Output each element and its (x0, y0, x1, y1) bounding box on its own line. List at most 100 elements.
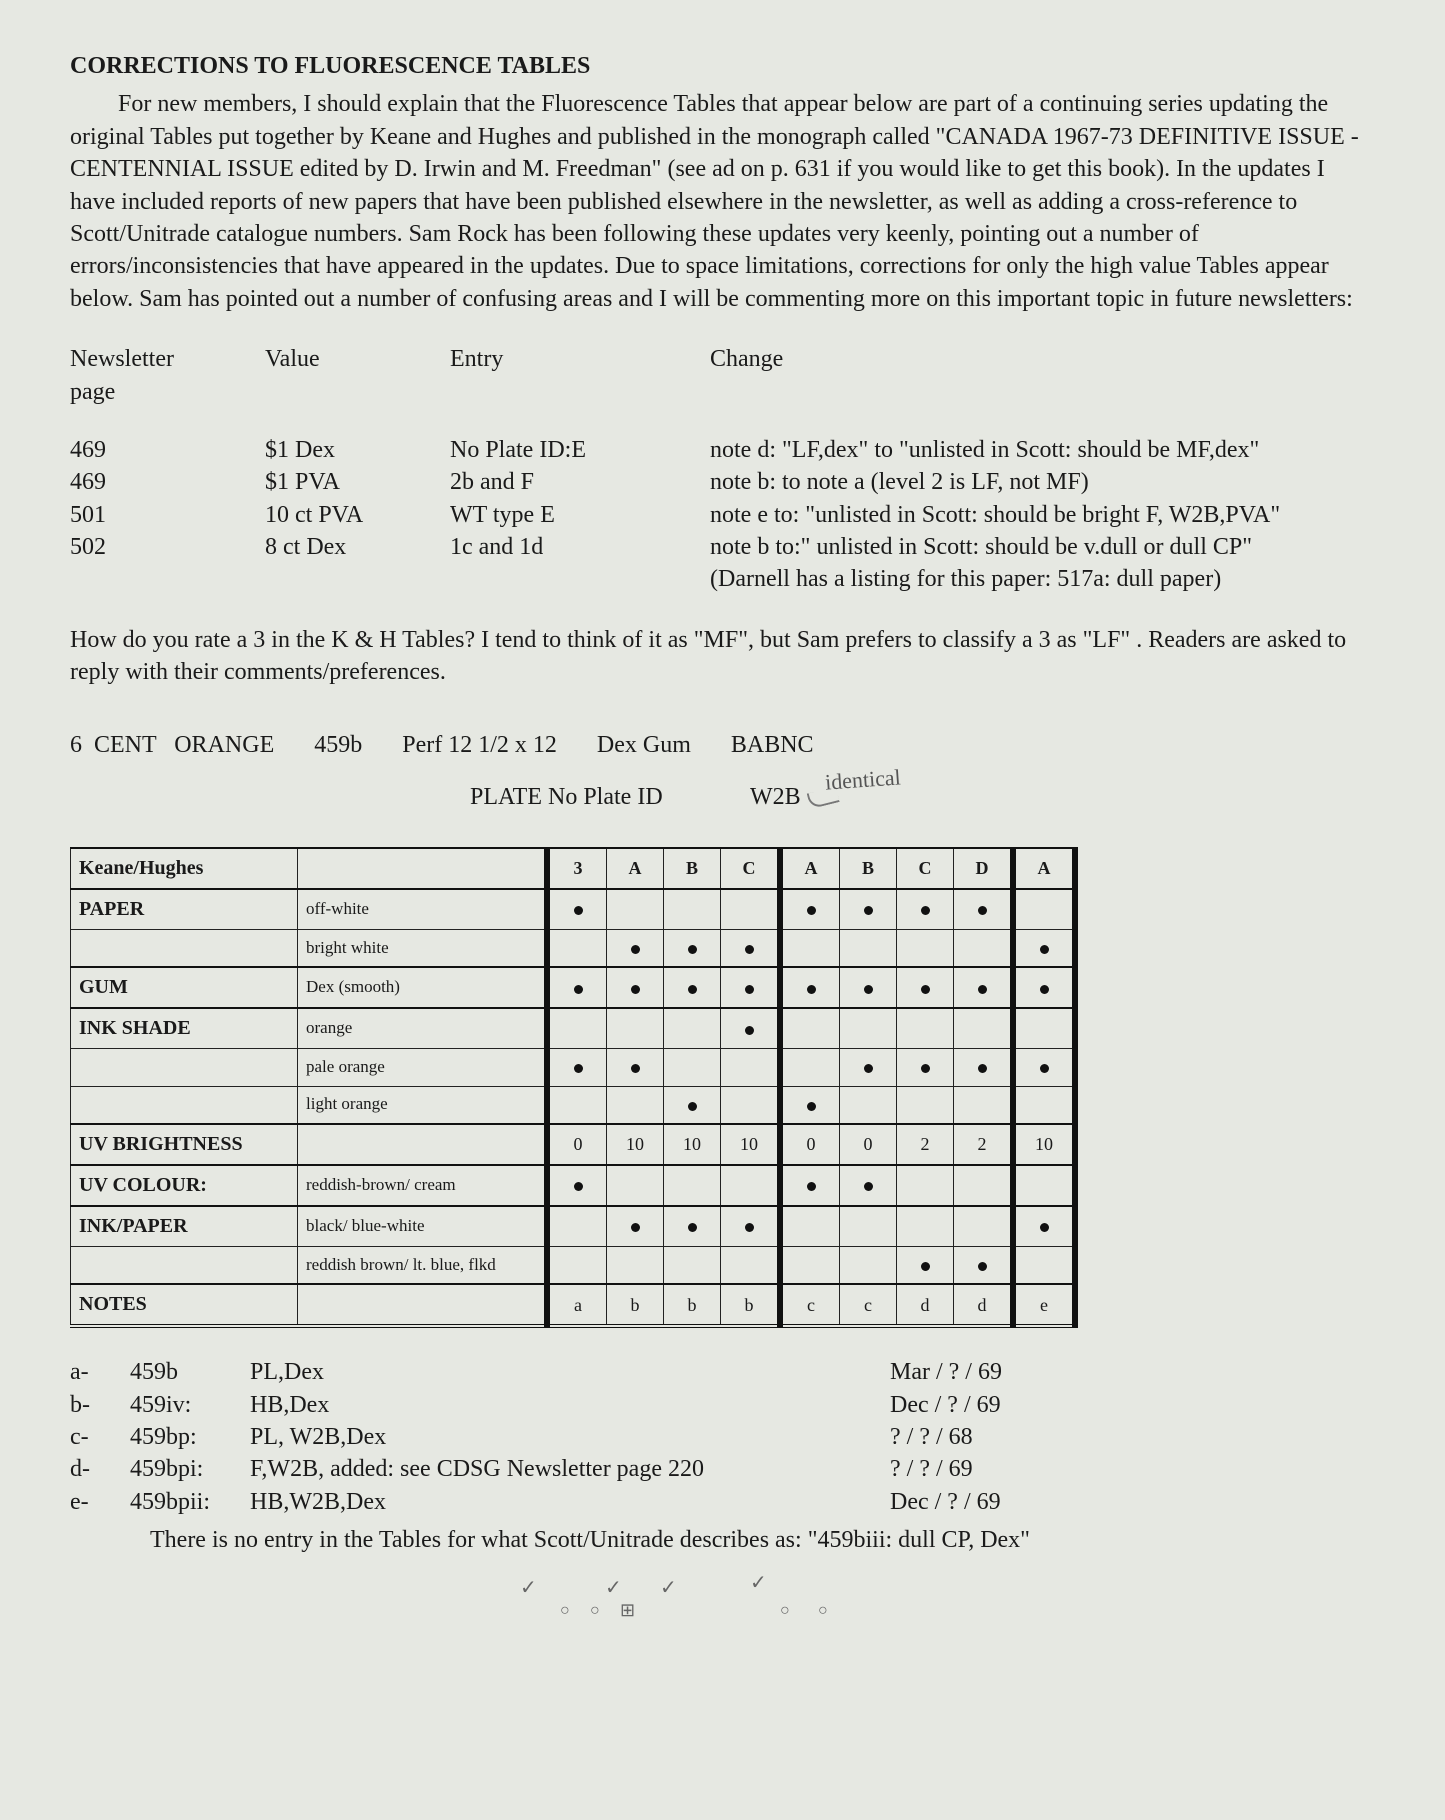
matrix-cell (547, 1086, 607, 1124)
matrix-cell (897, 1246, 954, 1284)
matrix-cell: 0 (780, 1124, 840, 1165)
row-category: UV COLOUR: (71, 1165, 298, 1206)
corrections-table: Newsletter page Value Entry Change 469$1… (70, 343, 1375, 596)
row-category (71, 930, 298, 968)
matrix-cell: 10 (607, 1124, 664, 1165)
col-header-newsletter: Newsletter page (70, 343, 255, 408)
matrix-cell (721, 1246, 781, 1284)
footnote-row: e-459bpii:HB,W2B,DexDec / ? / 69 (70, 1486, 1375, 1518)
row-desc (298, 1284, 548, 1326)
matrix-cell (897, 1049, 954, 1086)
matrix-cell (780, 1086, 840, 1124)
col-header-change: Change (710, 343, 1375, 408)
matrix-cell (840, 1165, 897, 1206)
cell-change: note b: to note a (level 2 is LF, not MF… (710, 466, 1375, 498)
matrix-cell: 10 (1013, 1124, 1075, 1165)
col-header: C (721, 848, 781, 889)
matrix-cell: 10 (721, 1124, 781, 1165)
cell-entry: No Plate ID:E (450, 434, 700, 466)
matrix-cell (897, 1008, 954, 1049)
matrix-cell (547, 1206, 607, 1247)
handwriting-marks: ○ (818, 1600, 828, 1622)
row-category: GUM (71, 967, 298, 1008)
matrix-cell: 2 (954, 1124, 1014, 1165)
matrix-cell (780, 1049, 840, 1086)
matrix-cell (1013, 1086, 1075, 1124)
footnote-text: PL,Dex (250, 1356, 890, 1388)
matrix-cell (547, 1246, 607, 1284)
row-desc: black/ blue-white (298, 1206, 548, 1247)
footnote-key: e- (70, 1486, 130, 1518)
footnote-code: 459bpi: (130, 1453, 250, 1485)
handwriting-identical: identical (824, 762, 902, 797)
handwriting-marks: ✓ (660, 1575, 677, 1602)
cell-change: note b to:" unlisted in Scott: should be… (710, 531, 1375, 563)
matrix-cell (780, 1008, 840, 1049)
footnote-row: a-459bPL,DexMar / ? / 69 (70, 1356, 1375, 1388)
row-category: INK/PAPER (71, 1206, 298, 1247)
cell-value: $1 Dex (265, 434, 440, 466)
page-title: CORRECTIONS TO FLUORESCENCE TABLES (70, 50, 1375, 82)
row-category: UV BRIGHTNESS (71, 1124, 298, 1165)
matrix-cell (954, 1246, 1014, 1284)
matrix-cell (780, 1165, 840, 1206)
matrix-cell (954, 1049, 1014, 1086)
matrix-cell (954, 1165, 1014, 1206)
row-desc: off-white (298, 889, 548, 930)
handwriting-marks: ✓ (520, 1575, 537, 1602)
intro-paragraph: For new members, I should explain that t… (70, 88, 1375, 315)
matrix-cell: d (954, 1284, 1014, 1326)
matrix-cell: 0 (840, 1124, 897, 1165)
matrix-cell (1013, 1246, 1075, 1284)
matrix-cell (607, 1008, 664, 1049)
plate-row: PLATE No Plate ID W2B identical (70, 781, 1375, 811)
col-header: A (780, 848, 840, 889)
matrix-cell (840, 1206, 897, 1247)
question-paragraph: How do you rate a 3 in the K & H Tables?… (70, 624, 1375, 689)
matrix-cell (547, 889, 607, 930)
col-header: A (1013, 848, 1075, 889)
w2b-label: W2B (750, 781, 801, 813)
matrix-cell: d (897, 1284, 954, 1326)
row-desc: pale orange (298, 1049, 548, 1086)
matrix-cell (721, 967, 781, 1008)
matrix-cell (607, 1086, 664, 1124)
stamp-spec-row: 6 CENT ORANGE 459b Perf 12 1/2 x 12 Dex … (70, 729, 1375, 761)
footnote-code: 459iv: (130, 1389, 250, 1421)
cell-page: 469 (70, 434, 255, 466)
cell-entry: WT type E (450, 499, 700, 531)
footnote-date: ? / ? / 69 (890, 1453, 1375, 1485)
matrix-cell: a (547, 1284, 607, 1326)
col-header-entry: Entry (450, 343, 700, 408)
matrix-cell (1013, 930, 1075, 968)
matrix-cell (547, 1165, 607, 1206)
matrix-cell (607, 967, 664, 1008)
row-category (71, 1246, 298, 1284)
row-desc: bright white (298, 930, 548, 968)
col-header: A (607, 848, 664, 889)
row-desc: reddish brown/ lt. blue, flkd (298, 1246, 548, 1284)
matrix-cell (721, 1049, 781, 1086)
row-desc (298, 848, 548, 889)
plate-label: PLATE No Plate ID (470, 781, 663, 813)
corrections-row: 50110 ct PVAWT type Enote e to: "unliste… (70, 499, 1375, 531)
footnote-key: a- (70, 1356, 130, 1388)
matrix-cell (1013, 967, 1075, 1008)
matrix-cell (954, 930, 1014, 968)
handwriting-marks: ○ (590, 1600, 600, 1622)
footnote-row: b-459iv:HB,DexDec / ? / 69 (70, 1389, 1375, 1421)
matrix-cell: 0 (547, 1124, 607, 1165)
matrix-cell (840, 1049, 897, 1086)
row-category: PAPER (71, 889, 298, 930)
footnotes-list: a-459bPL,DexMar / ? / 69b-459iv:HB,DexDe… (70, 1356, 1375, 1518)
matrix-cell: c (780, 1284, 840, 1326)
corrections-row: 469$1 DexNo Plate ID:Enote d: "LF,dex" t… (70, 434, 1375, 466)
matrix-cell (664, 930, 721, 968)
matrix-cell (954, 889, 1014, 930)
fluorescence-matrix: Keane/Hughes3ABCABCDAPAPERoff-whitebrigh… (70, 847, 1078, 1328)
matrix-cell (954, 1008, 1014, 1049)
matrix-cell (780, 1246, 840, 1284)
matrix-cell (1013, 1008, 1075, 1049)
matrix-cell (547, 930, 607, 968)
matrix-cell (607, 1165, 664, 1206)
